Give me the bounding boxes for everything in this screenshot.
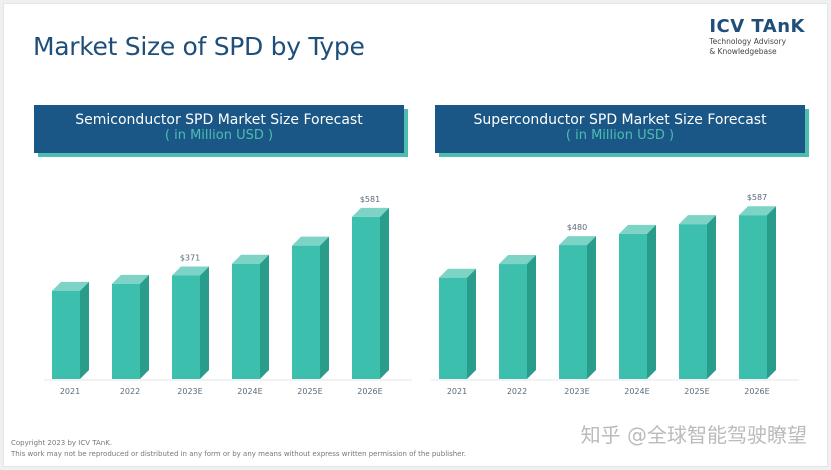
slide: Market Size of SPD by Type ICV TAnK Tech… (3, 3, 828, 467)
data-label: $371 (180, 253, 200, 262)
data-label: $581 (360, 195, 380, 204)
bar-side (260, 254, 269, 379)
tick-label: 2023E (564, 387, 589, 396)
bar (679, 224, 707, 379)
bar (352, 216, 380, 379)
bar (112, 283, 140, 379)
tick-label: 2021 (60, 387, 80, 396)
tick-label: 2023E (177, 387, 202, 396)
tick-label: 2026E (744, 387, 769, 396)
bar-top (439, 268, 476, 278)
footer: Copyright 2023 by ICV TAnK. This work ma… (11, 439, 466, 458)
bar-side (587, 236, 596, 379)
bar-side (80, 281, 89, 379)
bar-top (232, 254, 269, 264)
bar-top (679, 215, 716, 225)
bar-side (707, 215, 716, 379)
bar-top (559, 236, 596, 246)
bar-side (767, 206, 776, 379)
bar-side (527, 255, 536, 379)
data-label: $587 (747, 193, 767, 202)
chart-header-semiconductor: Semiconductor SPD Market Size Forecast (… (34, 105, 404, 153)
tick-label: 2026E (357, 387, 382, 396)
bar-top (352, 207, 389, 217)
bar-top (739, 206, 776, 216)
bar-top (292, 236, 329, 246)
bar (292, 245, 320, 379)
bar-side (140, 274, 149, 379)
tick-label: 2025E (684, 387, 709, 396)
bar-side (647, 224, 656, 379)
tick-label: 2022 (120, 387, 140, 396)
bar (499, 264, 527, 379)
bar-side (200, 266, 209, 379)
data-label: $480 (567, 223, 587, 232)
bar (739, 215, 767, 379)
bar-top (499, 255, 536, 265)
tick-label: 2024E (624, 387, 649, 396)
bar-side (320, 236, 329, 379)
bar-top (112, 274, 149, 284)
chart-header-superconductor: Superconductor SPD Market Size Forecast … (435, 105, 805, 153)
bar-side (380, 207, 389, 379)
bar-top (52, 281, 89, 291)
bar (52, 290, 80, 379)
tick-label: 2022 (507, 387, 527, 396)
bar (439, 277, 467, 379)
bar-top (172, 266, 209, 276)
tick-label: 2021 (447, 387, 467, 396)
bar (619, 233, 647, 379)
logo: ICV TAnK Technology Advisory & Knowledge… (709, 16, 805, 56)
bar-top (619, 224, 656, 234)
charts: 2021 2022 2023E $371 2024E 2025E 2026E $581 2021… (44, 193, 799, 396)
bar-side (467, 268, 476, 379)
bar (232, 263, 260, 379)
bar (559, 245, 587, 379)
page-title: Market Size of SPD by Type (33, 32, 365, 61)
bar (172, 275, 200, 379)
tick-label: 2025E (297, 387, 322, 396)
tick-label: 2024E (237, 387, 262, 396)
watermark: 知乎 @全球智能驾驶瞭望 (580, 423, 807, 447)
